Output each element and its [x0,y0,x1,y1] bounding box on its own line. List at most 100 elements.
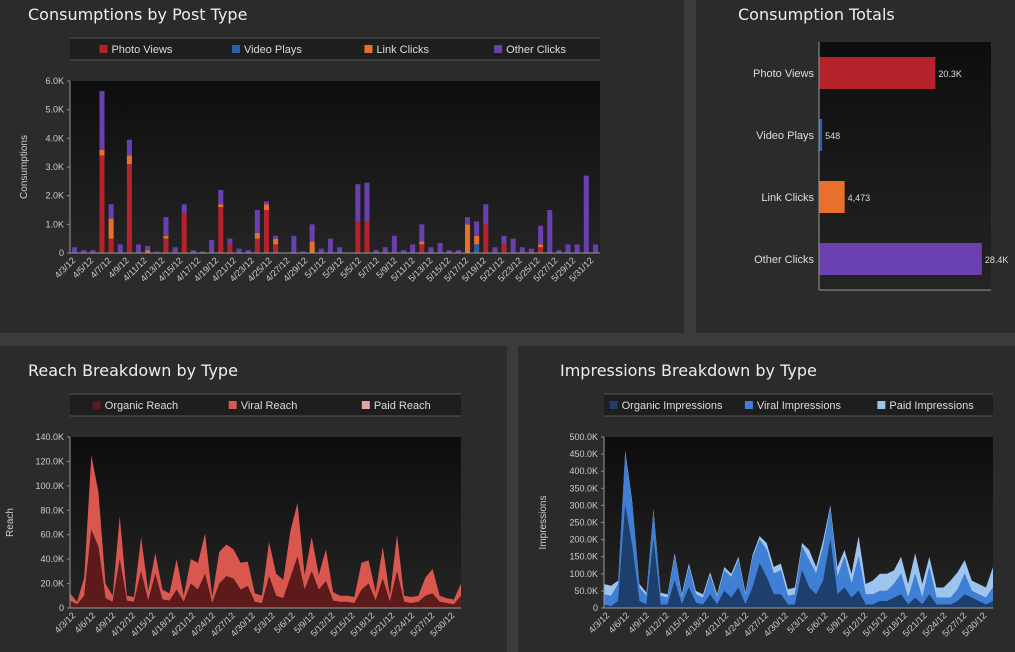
bar-other-clicks [72,247,78,253]
bar-link-clicks [464,224,471,253]
bar-other-clicks [501,235,507,245]
legend-box [70,38,600,60]
reach-title: Reach Breakdown by Type [28,361,238,380]
category-label: Video Plays [756,130,814,142]
y-axis-label: Impressions [538,496,549,550]
bar-other-clicks [538,225,544,245]
y-tick-label: 150.0K [569,552,598,562]
bar-other-clicks [401,250,407,253]
legend-swatch [877,401,886,409]
bar-other-clicks [309,224,315,242]
area-viral-reach [70,455,461,605]
legend-label: Organic Impressions [622,400,723,412]
bar-other-clicks [492,247,498,253]
legend-swatch [364,45,373,53]
bar-other-clicks [547,210,553,253]
bar-other-clicks [254,210,260,233]
x-tick-label: 5/3/12 [252,610,277,635]
bar-other-clicks [126,139,132,156]
category-label: Photo Views [753,68,814,80]
legend-box [604,394,993,416]
bar-other-clicks [117,244,123,253]
y-tick-label: 300.0K [569,500,598,510]
bar-link-clicks [126,155,132,165]
y-tick-label: 40.0K [40,554,64,564]
bar-other-clicks [136,244,142,253]
total-bar [819,243,982,275]
bar-video-plays [474,244,480,253]
y-tick-label: 50.0K [574,586,598,596]
bar-photo-views [163,238,169,253]
bar-photo-views [227,244,233,253]
data-label: 4,473 [848,193,871,203]
bar-photo-views [483,224,489,253]
bar-photo-views [108,238,114,253]
bar-other-clicks [108,204,114,219]
impressions-panel: Impressions Breakdown by Type Organic Im… [518,346,1015,652]
y-tick-label: 80.0K [40,505,64,515]
bar-link-clicks [273,238,279,245]
y-tick-label: 500.0K [569,432,598,442]
bar-other-clicks [327,238,333,253]
y-tick-label: 100.0K [35,481,64,491]
y-tick-label: 450.0K [569,449,598,459]
y-tick-label: 2.0K [45,191,64,201]
legend-label: Viral Reach [241,400,298,412]
consumptions-panel: Consumptions by Post Type Photo Views Vid… [0,0,684,333]
bar-other-clicks [574,244,580,253]
category-label: Link Clicks [761,192,814,204]
bar-photo-views [419,244,425,253]
y-tick-label: 5.0K [45,105,64,115]
x-tick-label: 4/3/12 [587,610,612,635]
bar-photo-views [254,238,260,253]
bar-other-clicks [300,251,306,253]
legend-swatch [99,45,108,53]
legend-swatch [609,401,618,409]
legend-label: Other Clicks [506,44,566,56]
consumptions-chart: Photo Views Video Plays Link Clicks Other C… [19,37,600,284]
y-tick-label: 350.0K [569,483,598,493]
y-tick-label: 250.0K [569,518,598,528]
bar-other-clicks [565,244,571,253]
y-tick-label: 120.0K [35,456,64,466]
bar-other-clicks [437,242,443,253]
bar-link-clicks [218,204,224,208]
bar-other-clicks [199,251,206,253]
reach-panel: Reach Breakdown by Type Organic Reach Vir… [0,346,507,652]
legend-label: Viral Impressions [757,400,842,412]
bar-link-clicks [309,241,315,253]
bar-other-clicks [446,250,452,253]
bar-other-clicks [181,204,187,213]
bar-other-clicks [556,250,562,253]
total-bar [819,119,823,151]
bar-other-clicks [236,248,242,253]
legend-swatch [231,45,240,53]
bar-photo-views [355,221,361,253]
totals-title: Consumption Totals [738,5,895,24]
totals-chart: Photo Views 20.3K Video Plays 548 Link Click… [753,42,1009,291]
bar-other-clicks [528,248,534,253]
bar-link-clicks [254,232,260,239]
y-axis-label: Reach [5,508,16,537]
bar-other-clicks [410,244,416,253]
bar-link-clicks [263,204,269,210]
y-tick-label: 0 [593,603,598,613]
bar-other-clicks [209,240,215,253]
y-axis-label: Consumptions [19,135,30,199]
bar-photo-views [364,221,370,253]
legend-label: Link Clicks [376,44,429,56]
y-tick-label: 400.0K [569,466,598,476]
legend-swatch [361,401,370,409]
legend-swatch [228,401,237,409]
y-tick-label: 3.0K [45,162,64,172]
y-tick-label: 1.0K [45,219,64,229]
bar-photo-views [126,164,132,253]
legend-label: Photo Views [111,44,172,56]
bar-link-clicks [145,250,151,253]
legend-box [70,394,461,416]
data-label: 548 [825,131,840,141]
data-label: 20.3K [938,69,962,79]
bar-link-clicks [474,235,480,245]
y-tick-label: 6.0K [45,76,64,86]
data-label: 28.4K [985,255,1009,265]
